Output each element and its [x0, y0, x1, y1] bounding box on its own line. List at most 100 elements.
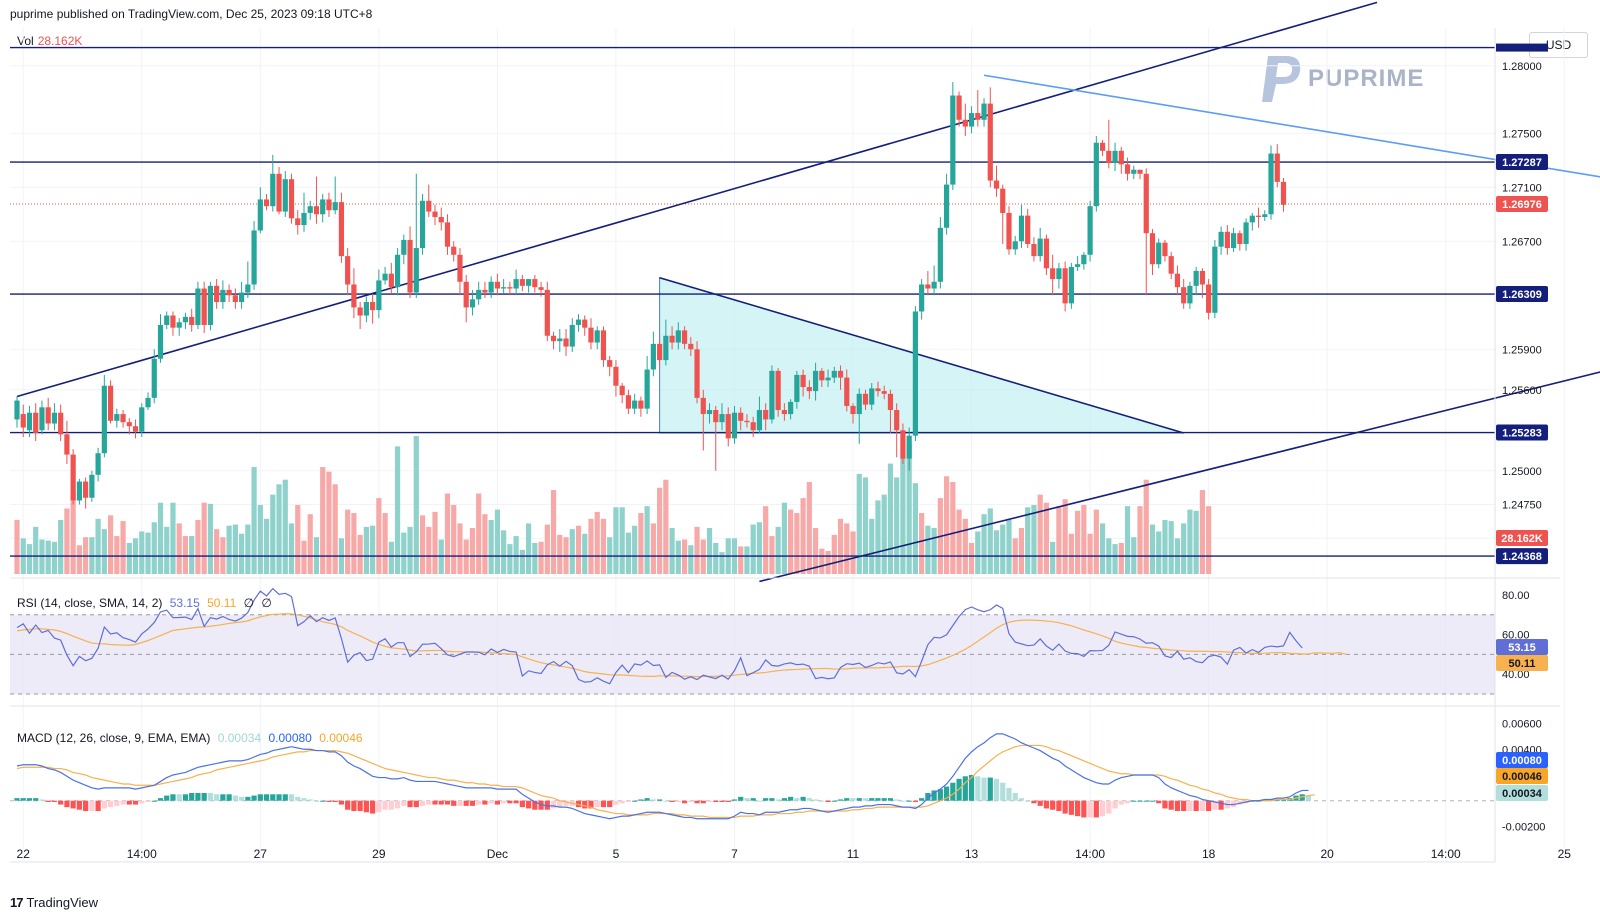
candle-body	[58, 412, 64, 435]
macd-hist-bar	[688, 800, 694, 802]
macd-hist-bar	[1181, 800, 1187, 811]
candle-body	[1249, 215, 1255, 223]
puprime-logo-icon	[1262, 56, 1301, 102]
candle-body	[382, 273, 388, 281]
footer-brand: TradingView	[26, 895, 99, 910]
macd-hist-bar	[469, 800, 476, 806]
volume-bar	[426, 526, 432, 574]
volume-bar	[388, 541, 394, 574]
candle-body	[594, 330, 600, 343]
candle-body	[844, 377, 850, 406]
macd-hist-bar	[756, 800, 763, 802]
candle-body	[1112, 150, 1118, 163]
macd-hist-bar	[1043, 800, 1050, 809]
candle-body	[1181, 287, 1187, 304]
candle-body	[788, 401, 794, 415]
candle-body	[245, 284, 251, 293]
volume-bar	[525, 523, 532, 574]
macd-hist-bar	[482, 800, 488, 805]
macd-hist-bar	[563, 800, 569, 806]
last-price-badge: 1.26976	[1502, 199, 1542, 211]
macd-hist-bar	[257, 794, 263, 801]
trend-line	[16, 1, 1378, 398]
rsi-legend[interactable]: RSI (14, close, SMA, 14, 2) 53.15 50.11 …	[17, 596, 272, 610]
candle-body	[1280, 181, 1287, 205]
volume-bar	[45, 540, 51, 574]
candle-body	[825, 377, 831, 381]
candle-body	[856, 393, 862, 415]
candle-body	[962, 119, 968, 127]
candle-body	[126, 422, 132, 427]
volume-bar	[719, 552, 725, 574]
candle-body	[226, 289, 232, 296]
volume-bar	[1156, 531, 1162, 574]
candle-body	[1237, 233, 1243, 244]
candle-body	[738, 412, 744, 421]
candle-body	[1230, 233, 1237, 249]
macd-hist-bar	[326, 800, 332, 802]
macd-hist-bar	[39, 799, 45, 801]
volume-bar	[663, 479, 669, 574]
rsi-legend-sma: 50.11	[207, 596, 237, 610]
candle-body	[1124, 164, 1131, 174]
candle-body	[1149, 233, 1156, 265]
candle-body	[919, 284, 925, 312]
candle-body	[1212, 246, 1218, 313]
macd-hist-bar	[401, 800, 407, 806]
macd-hist-bar	[681, 800, 688, 804]
macd-hist-bar	[557, 800, 563, 808]
volume-bar	[1168, 521, 1174, 574]
candle-body	[806, 387, 812, 392]
macd-hist-bar	[1299, 794, 1305, 801]
macd-hist-bar	[663, 800, 669, 802]
candle-body	[476, 289, 482, 300]
macd-hist-bar	[906, 800, 912, 802]
price-tick-label: 1.25600	[1502, 385, 1542, 397]
macd-hist-bar	[276, 794, 282, 801]
rsi-band	[10, 614, 1495, 695]
level-badge-bg	[1496, 548, 1548, 565]
volume-bar	[126, 542, 132, 574]
price-axis[interactable]: 1.28000 1.27500 1.27100 1.26700 1.25900 1.256…	[1496, 43, 1548, 834]
volume-bar	[788, 509, 794, 574]
volume-bar	[688, 545, 694, 574]
volume-bar	[195, 519, 201, 574]
macd-hist-bar	[975, 776, 981, 801]
volume-bar	[1181, 523, 1187, 574]
macd-hist-bar	[1162, 800, 1168, 809]
tradingview-footer[interactable]: 17 TradingView	[10, 895, 98, 910]
level-badge: 1.26309	[1502, 289, 1542, 301]
macd-hist-bar	[1118, 800, 1124, 805]
macd-hist-bar	[750, 798, 756, 801]
macd-hist-bar	[170, 794, 176, 801]
candle-body	[731, 412, 738, 439]
macd-hist-bar	[83, 800, 89, 811]
candle-body	[582, 319, 588, 328]
macd-hist-bar	[532, 800, 538, 810]
candle-body	[370, 302, 376, 311]
volume-legend-label: Vol	[17, 34, 34, 48]
last-price-badge-bg	[1496, 196, 1548, 213]
time-axis[interactable]: 2214:002729Dec57111314:00182014:00252714…	[17, 847, 1600, 861]
macd-hist-bar	[1037, 800, 1043, 806]
macd-legend[interactable]: MACD (12, 26, close, 9, EMA, EMA) 0.0003…	[17, 731, 363, 745]
volume-legend[interactable]: Vol 28.162K	[17, 34, 82, 48]
candle-body	[725, 414, 731, 439]
candle-body	[501, 287, 507, 289]
macd-hist-bar	[107, 800, 114, 808]
volume-bar	[1000, 524, 1006, 574]
volume-bar	[1137, 506, 1143, 574]
volume-bar	[825, 551, 831, 574]
candle-body	[251, 230, 257, 285]
candle-body	[769, 370, 775, 420]
macd-hist-bar	[226, 794, 232, 801]
rsi-legend-extra2: ∅	[261, 596, 272, 610]
macd-hist-bar	[738, 796, 744, 801]
candle-body	[463, 281, 469, 308]
macd-hist-bar	[157, 798, 164, 801]
volume-bar	[288, 523, 295, 574]
volume-bar	[226, 525, 232, 574]
macd-hist-bar	[638, 799, 644, 801]
time-tick-label: 13	[965, 847, 979, 861]
